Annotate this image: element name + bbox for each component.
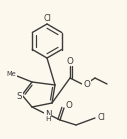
Text: H: H: [45, 116, 51, 122]
Text: O: O: [83, 80, 90, 89]
Text: S: S: [16, 91, 22, 100]
Text: N: N: [45, 110, 52, 119]
Text: Cl: Cl: [43, 13, 51, 23]
Text: Cl: Cl: [97, 112, 105, 121]
Text: Me: Me: [6, 71, 16, 77]
Text: O: O: [67, 56, 73, 65]
Text: O: O: [66, 100, 73, 110]
